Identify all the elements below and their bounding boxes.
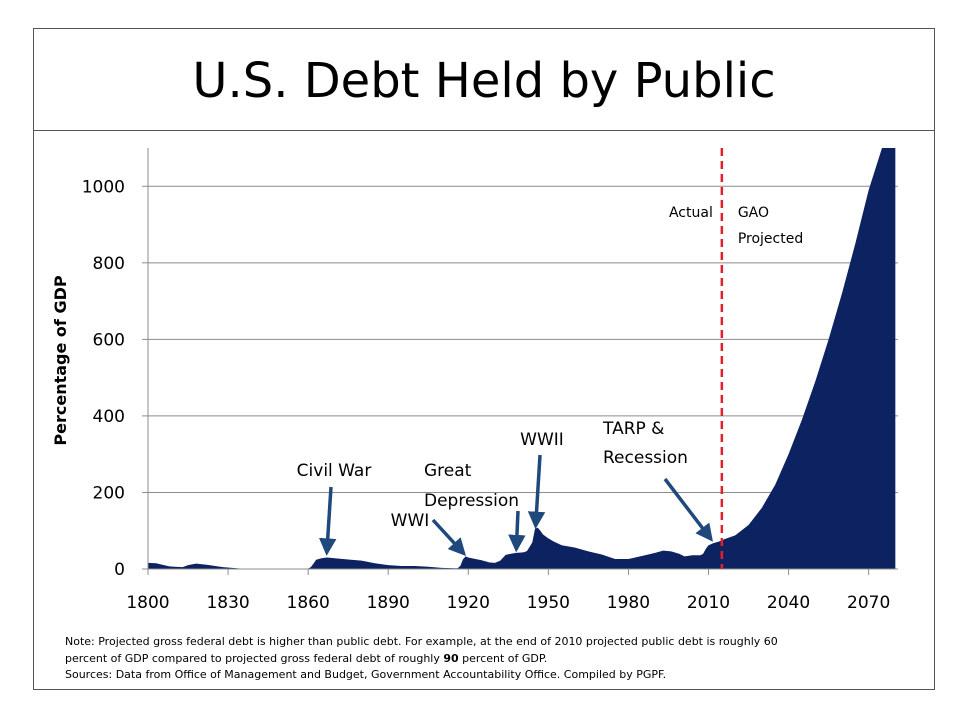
slide-frame: U.S. Debt Held by Public [33,28,935,690]
annotation-tarp: TARP & [602,419,664,439]
annotation-depression: Depression [424,491,519,511]
arrow-tarp [663,477,713,542]
x-tick-label: 2010 [687,593,730,613]
note-line-3: Sources: Data from Office of Management … [65,668,667,681]
arrow-wwi [431,518,466,556]
x-tick-label: 1950 [527,593,570,613]
y-tick-label: 0 [114,560,125,580]
annotation-recession: Recession [603,448,688,468]
annotation-layer: Civil War WWI Great Depression WWII TARP & Rec… [297,419,713,556]
x-tick-label: 1800 [126,593,169,613]
note-line-1: Note: Projected gross federal debt is hi… [65,635,778,648]
y-tick-label: 400 [93,407,125,427]
x-tick-label: 1980 [607,593,650,613]
y-axis-label: Percentage of GDP [51,275,70,445]
arrow-civil-war [318,486,337,556]
x-tick-label: 1830 [206,593,249,613]
y-tick-label: 600 [93,330,125,350]
annotation-wwii: WWII [520,430,564,450]
y-tick-label: 200 [93,483,125,503]
annotation-wwi: WWI [391,511,430,531]
projected-label: Projected [738,231,803,247]
x-tick-label: 1860 [287,593,330,613]
title-area: U.S. Debt Held by Public [34,29,934,131]
annotation-civil-war: Civil War [297,461,372,481]
arrow-great-depression [508,510,526,553]
note-line-2-post: percent of GDP. [458,651,548,665]
gao-label: GAO [738,205,769,221]
note-line-2-pre: percent of GDP compared to projected gro… [65,651,444,665]
annotation-great: Great [424,461,472,481]
footnote: Note: Projected gross federal debt is hi… [65,634,925,684]
y-tick-label: 1000 [82,177,125,197]
note-line-2-bold: 90 [443,651,459,665]
x-tick-label: 2040 [767,593,810,613]
actual-label: Actual [669,205,713,221]
debt-area-series [148,148,896,569]
label-layer: Percentage of GDP Actual GAO Projected [51,148,803,569]
x-tick-label: 1890 [367,593,410,613]
y-tick-label: 800 [93,254,125,274]
note-line-2: percent of GDP compared to projected gro… [65,651,925,668]
x-tick-label: 2070 [847,593,890,613]
area-layer [148,148,896,569]
axis-layer: 1800 1830 1860 1890 1920 1950 1980 2010 2040 2070… [82,148,898,613]
x-tick-label: 1920 [447,593,490,613]
page-title: U.S. Debt Held by Public [192,53,776,109]
arrow-wwii [527,454,546,530]
